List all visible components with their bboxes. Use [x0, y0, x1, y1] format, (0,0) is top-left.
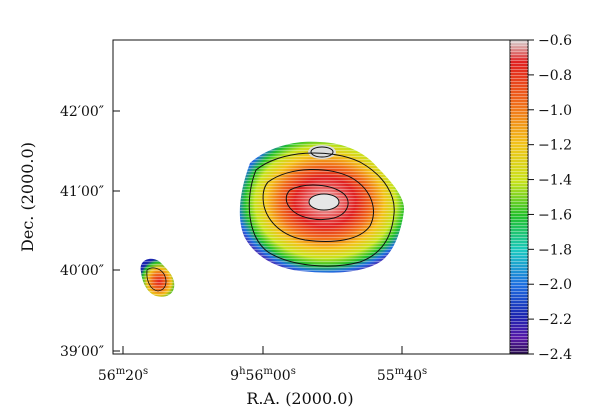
x-tick-label: 56m20s [98, 366, 148, 384]
colorbar-tick-label: −1.8 [538, 242, 572, 258]
y-tick-label: 42′00″ [60, 104, 104, 120]
y-axis: 42′00″ 41′00″ 40′00″ 39′00″ [60, 40, 120, 360]
companion-contour [146, 267, 167, 292]
y-axis-title: Dec. (2000.0) [18, 142, 37, 252]
image-layer [140, 141, 405, 297]
colorbar-tick-label: −2.0 [538, 277, 572, 293]
contour-secondary [310, 146, 334, 158]
x-tick-label: 55m40s [377, 366, 427, 384]
colorbar-tick-label: −1.4 [538, 173, 572, 189]
colorbar-tick-label: −0.8 [538, 68, 572, 84]
colorbar-tick-label: −1.2 [538, 138, 572, 154]
contour-outer [248, 152, 395, 267]
companion-scanlines [140, 258, 175, 297]
colorbar-tick-label: −2.2 [538, 312, 572, 328]
colorbar-tick-label: −0.6 [538, 33, 572, 49]
colorbar-ticks: −0.6 −0.8 −1.0 −1.2 −1.4 −1.6 −1.8 −2.0 −2.2 −2.4 [528, 33, 572, 363]
x-axis-title: R.A. (2000.0) [246, 389, 353, 408]
y-tick-label: 41′00″ [60, 184, 104, 200]
colorbar-scanlines [510, 40, 528, 354]
x-axis: 56m20s 9h56m00s 55m40s [98, 346, 510, 384]
contour-peak [308, 193, 340, 211]
x-tick-label: 9h56m00s [230, 366, 296, 384]
colorbar-tick-label: −1.6 [538, 207, 572, 223]
colorbar-tick-label: −1.0 [538, 103, 572, 119]
y-tick-label: 39′00″ [60, 344, 104, 360]
contour-inner [285, 184, 349, 221]
colorbar-tick-label: −2.4 [538, 347, 572, 363]
contour-middle [262, 169, 374, 242]
y-tick-label: 40′00″ [60, 263, 104, 279]
